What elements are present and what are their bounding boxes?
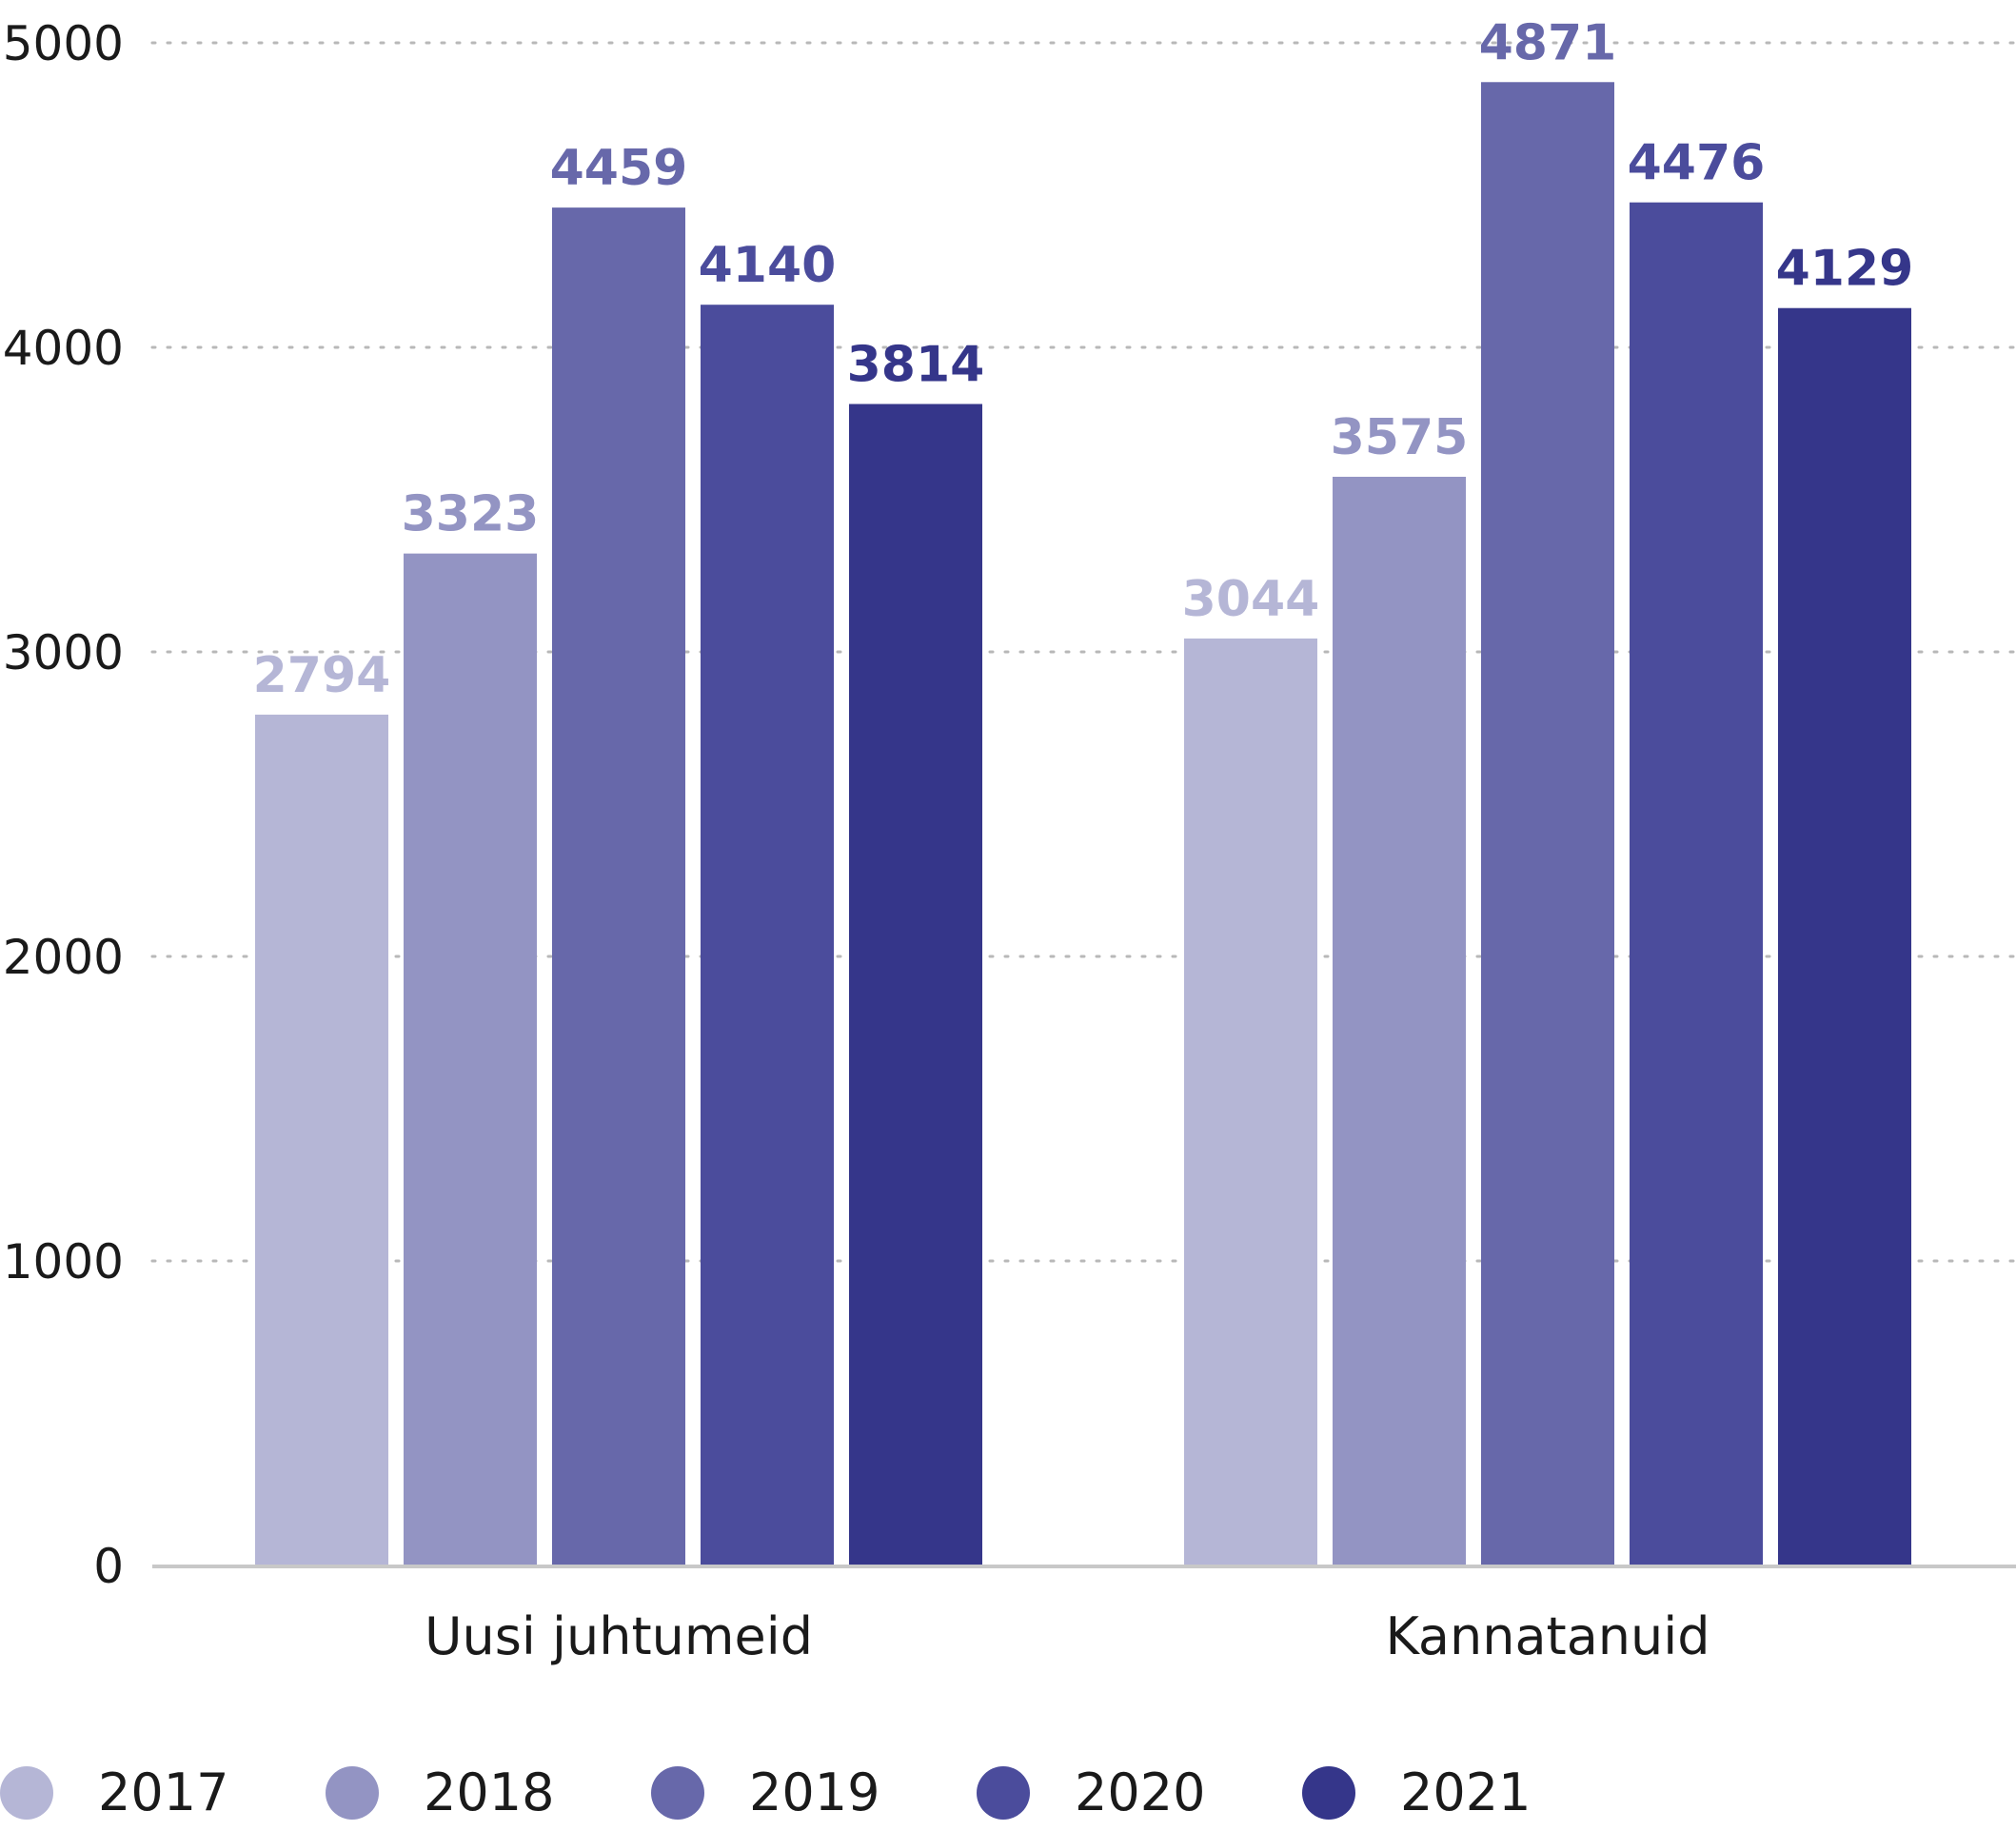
legend-label: 2018 [424,1762,554,1822]
legend-label: 2017 [98,1762,228,1822]
y-tick-label: 4000 [3,321,124,376]
bar-2019-kannatanuid [1481,82,1614,1565]
legend-swatch [0,1766,53,1820]
data-label: 2794 [253,647,391,704]
y-tick-label: 2000 [3,930,124,985]
data-label: 3814 [847,337,985,394]
bar-2017-kannatanuid [1184,638,1317,1565]
data-label: 3323 [402,486,540,543]
data-label: 4140 [699,237,837,294]
legend-item-2020: 2020 [977,1762,1205,1822]
x-category-label: Uusi juhtumeid [425,1606,813,1666]
x-category-label: Kannatanuid [1385,1606,1710,1666]
data-label: 4129 [1776,241,1914,298]
legend-label: 2021 [1400,1762,1531,1822]
bar-2020-kannatanuid [1630,202,1763,1566]
x-axis: Uusi juhtumeid Kannatanuid [152,1565,2016,1666]
bar-2019-uusi-juhtumeid [552,207,685,1565]
legend-item-2019: 2019 [651,1762,880,1822]
bar-2017-uusi-juhtumeid [255,714,388,1565]
legend-item-2018: 2018 [326,1762,554,1822]
y-tick-label: 3000 [3,625,124,680]
y-axis: 0 1000 2000 3000 4000 5000 [3,16,124,1594]
bar-2021-uusi-juhtumeid [849,404,982,1565]
data-label: 4476 [1628,135,1766,192]
bars [255,82,1911,1566]
legend-item-2017: 2017 [0,1762,228,1822]
legend-item-2021: 2021 [1302,1762,1531,1822]
legend: 2017 2018 2019 2020 2021 [0,1762,1531,1822]
legend-label: 2020 [1075,1762,1205,1822]
legend-label: 2019 [749,1762,880,1822]
bar-2018-kannatanuid [1333,477,1466,1565]
bar-2020-uusi-juhtumeid [701,305,834,1566]
y-tick-label: 0 [93,1539,124,1594]
data-label: 3044 [1182,571,1320,628]
y-tick-label: 5000 [3,16,124,71]
data-label: 4459 [550,140,688,197]
bar-2018-uusi-juhtumeid [404,553,537,1565]
legend-swatch [977,1766,1030,1820]
bar-2021-kannatanuid [1778,307,1911,1566]
data-label: 3575 [1331,409,1469,466]
legend-swatch [1302,1766,1355,1820]
data-label: 4871 [1479,14,1617,71]
legend-swatch [651,1766,704,1820]
legend-swatch [326,1766,379,1820]
y-tick-label: 1000 [3,1234,124,1290]
